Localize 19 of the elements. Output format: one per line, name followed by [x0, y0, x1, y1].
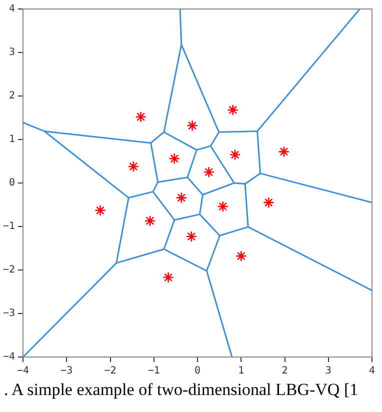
y-tick-label: 2 — [9, 90, 16, 102]
x-tick-label: −2 — [104, 366, 116, 377]
x-tick-label: 4 — [368, 366, 376, 377]
y-tick-label: 3 — [9, 47, 16, 58]
text: . A simple example of two-dimensional LBG-VQ [1 — [4, 380, 360, 400]
y-tick-label: −3 — [2, 308, 16, 320]
x-tick-label: 1 — [238, 366, 244, 377]
y-tick-label: −4 — [2, 352, 16, 363]
y-tick-label: 1 — [9, 134, 16, 146]
y-tick-label: 0 — [9, 178, 16, 189]
x-tick-label: 3 — [325, 366, 332, 377]
y-tick-label: 4 — [9, 4, 16, 15]
x-tick-label: −3 — [60, 366, 73, 377]
x-tick-label: −1 — [148, 366, 160, 377]
x-tick-label: 2 — [282, 366, 288, 377]
y-tick-label: −1 — [2, 221, 16, 232]
x-tick-label: −4 — [17, 366, 30, 377]
y-tick-label: −2 — [2, 264, 16, 276]
x-tick-label: 0 — [194, 366, 201, 377]
